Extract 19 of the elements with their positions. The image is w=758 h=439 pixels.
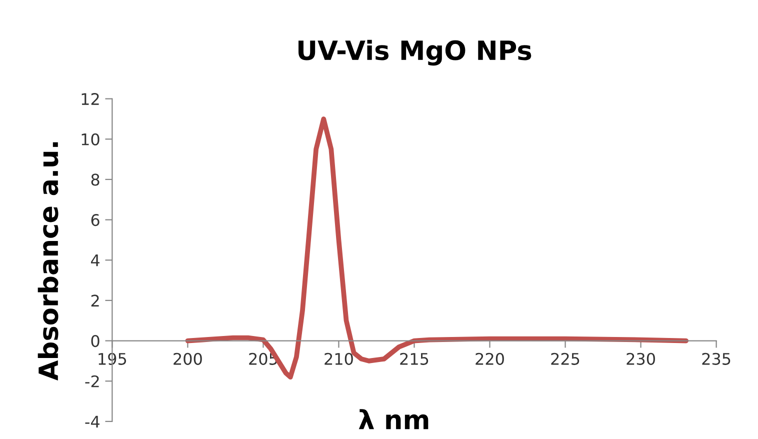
y-axis-title: Absorbance a.u. (38, 142, 58, 380)
y-tick-label: 0 (91, 334, 100, 348)
y-tick-label: -4 (85, 416, 100, 428)
x-tick-label: 210 (324, 352, 353, 365)
y-tick-label: -2 (85, 375, 99, 388)
y-tick-label: 10 (82, 133, 100, 146)
y-tick-label: 12 (82, 92, 99, 105)
x-axis-title: λ nm (358, 409, 428, 430)
y-tick-label: 2 (91, 294, 99, 307)
chart-title: UV-Vis MgO NPs (298, 40, 532, 66)
x-tick-label: 225 (551, 352, 580, 365)
x-tick-label: 230 (626, 352, 655, 365)
y-tick-label: 8 (91, 174, 100, 186)
x-tick-label: 200 (174, 352, 202, 365)
y-tick-label: 4 (90, 254, 100, 266)
x-tick-label: 220 (476, 352, 504, 365)
x-tick-label: 215 (400, 352, 428, 365)
y-tick-label: 6 (91, 214, 100, 226)
x-tick-label: 235 (702, 352, 730, 365)
